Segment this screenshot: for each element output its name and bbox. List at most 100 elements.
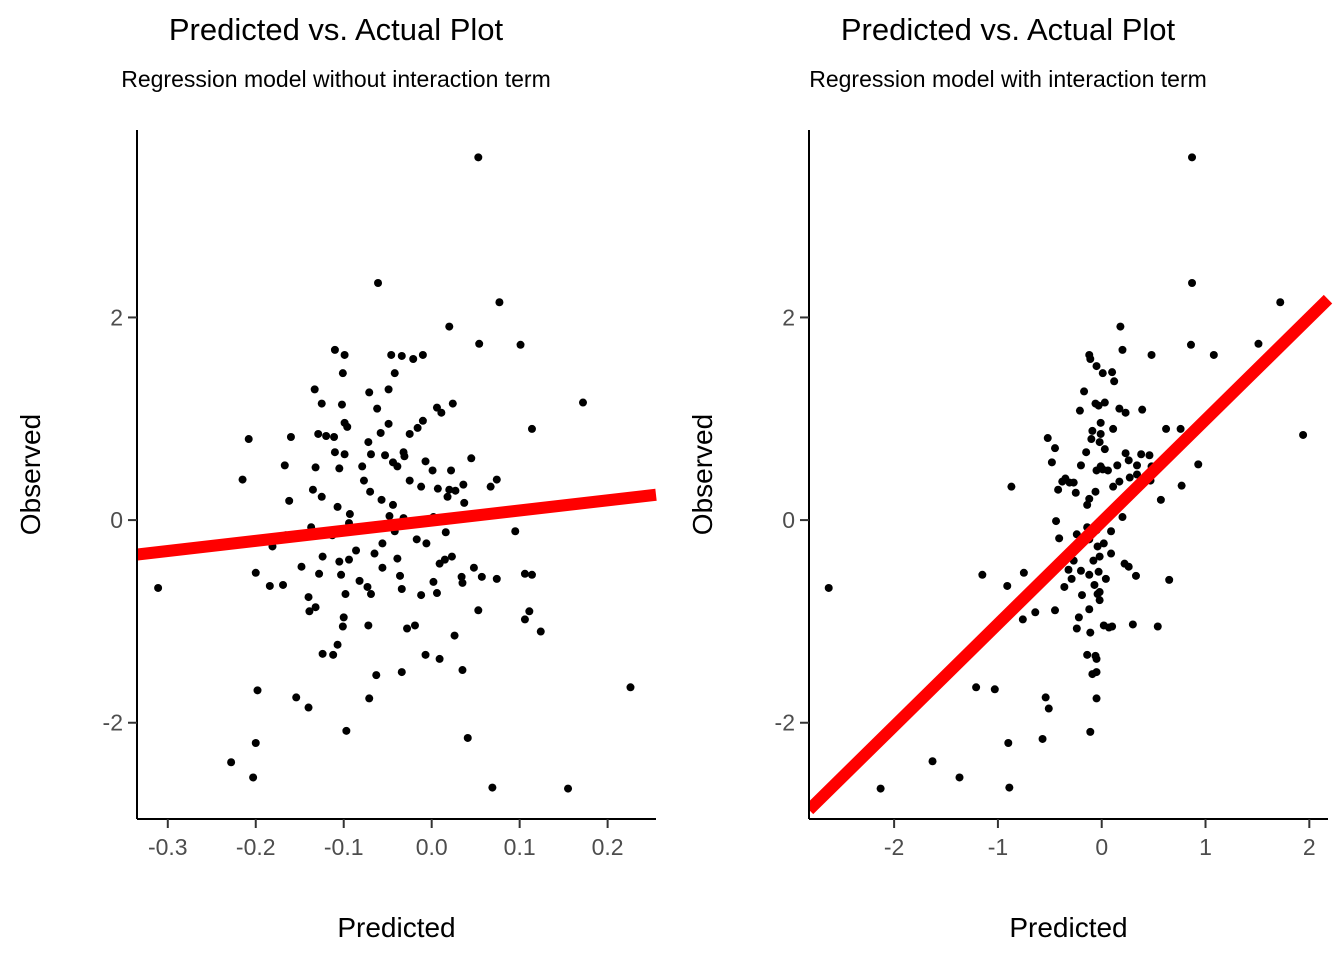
data-point [366,450,375,459]
data-point [516,340,525,349]
chart-title-left: Predicted vs. Actual Plot [168,12,504,47]
data-point [317,399,326,408]
data-point [1004,739,1013,748]
y-tick-label: 2 [782,304,795,330]
data-point [1092,362,1101,371]
data-point [437,408,446,417]
y-tick-label: 0 [782,507,795,533]
data-point [286,433,295,442]
data-point [1156,495,1165,504]
data-point [1051,444,1060,453]
data-point [297,562,306,571]
data-point [1071,488,1080,497]
chart-subtitle-left: Regression model without interaction ter… [121,66,551,92]
data-point [1038,734,1047,743]
data-point [265,581,274,590]
data-point [344,555,353,564]
data-point [279,580,288,589]
data-point [458,666,467,675]
data-point [358,462,367,471]
data-point [1153,622,1162,631]
data-point [458,578,467,587]
data-point [1176,424,1185,433]
data-point [955,773,964,782]
data-point [1092,694,1101,703]
data-point [525,607,534,616]
data-point [397,668,406,677]
data-point [1077,591,1086,600]
data-point [1047,458,1056,467]
data-point [1100,445,1109,454]
data-point [418,416,427,425]
data-point [1133,470,1142,479]
data-point [451,486,460,495]
data-point [978,570,987,579]
data-point [1107,549,1116,558]
data-point [249,773,258,782]
data-point [318,649,327,658]
data-point [322,431,331,440]
data-point [435,654,444,663]
data-point [428,466,437,475]
data-point [1186,340,1195,349]
data-point [318,552,327,561]
data-point [311,463,320,472]
data-point [1138,405,1147,414]
data-point [1137,450,1146,459]
data-point [1177,481,1186,490]
data-point [527,424,536,433]
data-point [1052,517,1061,526]
data-point [536,627,545,636]
data-point [474,153,483,162]
data-point [330,345,339,354]
data-point [433,484,442,493]
data-point [1093,542,1102,551]
data-point [384,385,393,394]
data-point [1124,456,1133,465]
data-point [1060,582,1069,591]
data-point [445,485,454,494]
data-point [1104,623,1113,632]
data-point [1094,567,1103,576]
data-point [317,492,326,501]
regression-fit-line [810,294,1333,815]
data-point [1094,401,1103,410]
data-point [390,369,399,378]
y-axis-title-left: Observed [15,414,46,535]
data-point [305,607,314,616]
data-point [396,571,405,580]
data-point [1100,398,1109,407]
data-point [345,510,354,519]
data-point [578,398,587,407]
data-point [333,640,342,649]
data-point [1131,571,1140,580]
data-point [1064,565,1073,574]
data-point [1007,482,1016,491]
data-point [1118,345,1127,354]
data-point [1058,477,1067,486]
data-point [486,482,495,491]
data-point [1065,478,1074,487]
data-point [310,385,319,394]
data-point [1121,449,1130,458]
data-point [447,552,456,561]
data-point [450,631,459,640]
data-point [1099,539,1108,548]
plot-area-right [810,153,1333,815]
data-point [363,582,372,591]
data-point [460,498,469,507]
data-point [421,457,430,466]
data-point [1019,568,1028,577]
x-tick-label: -0.3 [148,834,188,860]
data-point [399,448,408,457]
data-point [337,570,346,579]
data-point [1085,605,1094,614]
data-point [364,621,373,630]
data-point [393,554,402,563]
data-point [1087,435,1096,444]
data-point [1072,624,1081,633]
data-point [373,404,382,413]
x-tick-label: 0 [1095,834,1108,860]
data-point [308,485,317,494]
data-point [417,482,426,491]
